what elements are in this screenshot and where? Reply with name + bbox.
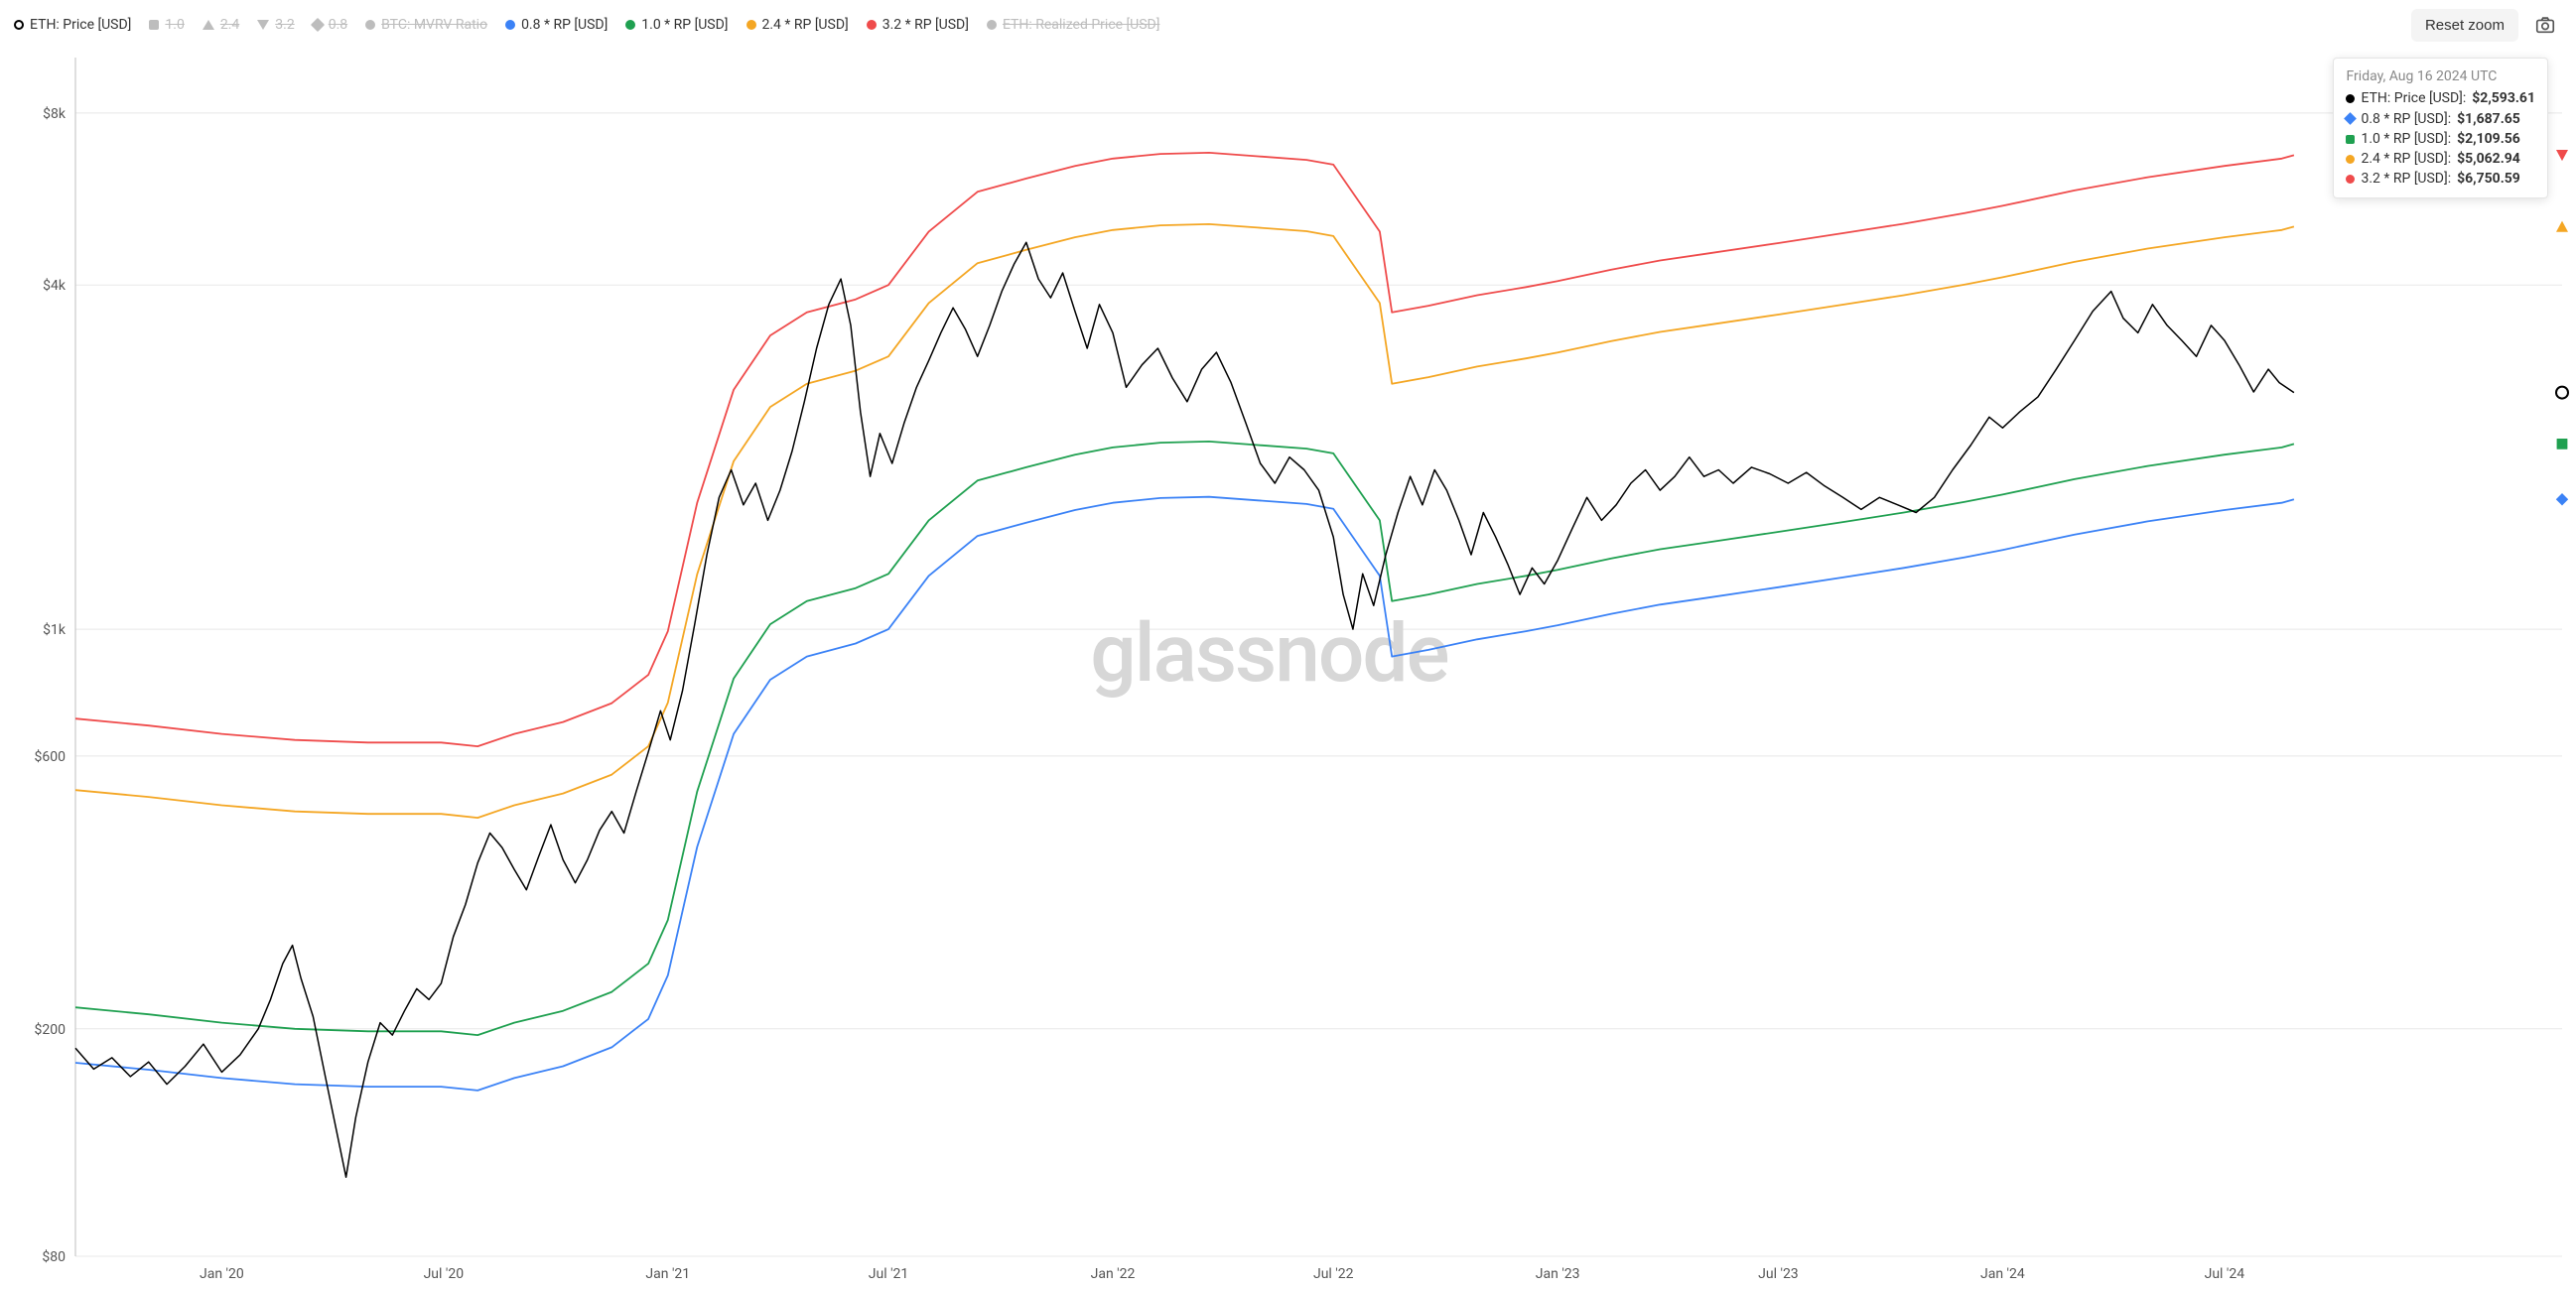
tooltip-date: Friday, Aug 16 2024 UTC xyxy=(2346,66,2535,86)
tooltip-row: 1.0 * RP [USD]: $2,109.56 xyxy=(2346,129,2535,149)
tooltip-row: 2.4 * RP [USD]: $5,062.94 xyxy=(2346,149,2535,169)
legend-marker-icon xyxy=(987,20,997,30)
legend-marker-icon xyxy=(746,20,756,30)
camera-icon[interactable] xyxy=(2528,8,2562,42)
svg-text:Jul '20: Jul '20 xyxy=(424,1266,465,1282)
tooltip-row: ETH: Price [USD]: $2,593.61 xyxy=(2346,88,2535,108)
svg-text:Jul '22: Jul '22 xyxy=(1313,1266,1354,1282)
chart-container: ETH: Price [USD] 1.0 2.4 3.2 0.8 BTC: MVRV Ra… xyxy=(0,0,2576,1284)
legend-item-eth_realized[interactable]: ETH: Realized Price [USD] xyxy=(987,17,1159,33)
svg-text:Jul '23: Jul '23 xyxy=(1758,1266,1799,1282)
svg-text:$200: $200 xyxy=(35,1021,67,1038)
legend-label: ETH: Realized Price [USD] xyxy=(1003,17,1159,33)
svg-text:Jan '20: Jan '20 xyxy=(200,1266,244,1282)
legend-label: 3.2 * RP [USD] xyxy=(882,17,969,33)
svg-text:$8k: $8k xyxy=(43,105,67,122)
legend-item-btc_mvrv[interactable]: BTC: MVRV Ratio xyxy=(365,17,487,33)
legend-item-rp_24[interactable]: 2.4 * RP [USD] xyxy=(746,17,849,33)
svg-text:$4k: $4k xyxy=(43,277,67,294)
legend-item-rp_08[interactable]: 0.8 * RP [USD] xyxy=(505,17,608,33)
reset-zoom-button[interactable]: Reset zoom xyxy=(2411,9,2518,42)
legend-label: 2.4 xyxy=(220,17,239,33)
legend-item-m32[interactable]: 3.2 xyxy=(257,17,294,33)
top-controls: Reset zoom xyxy=(2411,8,2562,42)
top-bar: ETH: Price [USD] 1.0 2.4 3.2 0.8 BTC: MVRV Ra… xyxy=(0,0,2576,46)
legend-label: 2.4 * RP [USD] xyxy=(762,17,849,33)
legend-marker-icon xyxy=(625,20,635,30)
tooltip-row: 3.2 * RP [USD]: $6,750.59 xyxy=(2346,169,2535,189)
legend-label: 0.8 * RP [USD] xyxy=(521,17,608,33)
legend-item-rp_32[interactable]: 3.2 * RP [USD] xyxy=(867,17,969,33)
svg-text:Jan '21: Jan '21 xyxy=(645,1266,690,1282)
svg-text:glassnode: glassnode xyxy=(1090,606,1447,702)
price-chart[interactable]: $80 $200 $600 $1k $4k $8k glassnode Jan '20 Jul … xyxy=(0,46,2576,1290)
legend-item-m08[interactable]: 0.8 xyxy=(313,17,347,33)
svg-text:Jul '24: Jul '24 xyxy=(2205,1266,2245,1282)
legend-marker-icon xyxy=(149,20,159,30)
legend-marker-icon xyxy=(867,20,877,30)
legend-label: 1.0 xyxy=(165,17,184,33)
svg-text:Jan '24: Jan '24 xyxy=(1980,1266,2025,1282)
legend-item-m24[interactable]: 2.4 xyxy=(203,17,239,33)
legend-marker-icon xyxy=(311,18,325,32)
legend-item-rp_10[interactable]: 1.0 * RP [USD] xyxy=(625,17,728,33)
legend-label: 1.0 * RP [USD] xyxy=(641,17,728,33)
legend-label: 0.8 xyxy=(329,17,347,33)
legend-item-eth_price[interactable]: ETH: Price [USD] xyxy=(14,17,131,33)
legend-marker-icon xyxy=(505,20,515,30)
svg-text:Jan '23: Jan '23 xyxy=(1536,1266,1580,1282)
svg-text:$80: $80 xyxy=(42,1248,66,1265)
svg-text:Jan '22: Jan '22 xyxy=(1091,1266,1136,1282)
legend-item-m10[interactable]: 1.0 xyxy=(149,17,184,33)
legend-marker-icon xyxy=(257,20,269,30)
chart-tooltip: Friday, Aug 16 2024 UTC ETH: Price [USD]… xyxy=(2333,58,2548,198)
svg-text:$600: $600 xyxy=(35,748,67,765)
legend-label: 3.2 xyxy=(275,17,294,33)
legend-marker-icon xyxy=(203,20,214,30)
tooltip-row: 0.8 * RP [USD]: $1,687.65 xyxy=(2346,109,2535,129)
svg-text:$1k: $1k xyxy=(43,621,67,638)
svg-text:Jul '21: Jul '21 xyxy=(869,1266,909,1282)
legend-marker-icon xyxy=(14,20,24,30)
legend-marker-icon xyxy=(365,20,375,30)
legend-label: BTC: MVRV Ratio xyxy=(381,17,487,33)
legend-label: ETH: Price [USD] xyxy=(30,17,131,33)
legend: ETH: Price [USD] 1.0 2.4 3.2 0.8 BTC: MVRV Ra… xyxy=(14,17,1159,33)
